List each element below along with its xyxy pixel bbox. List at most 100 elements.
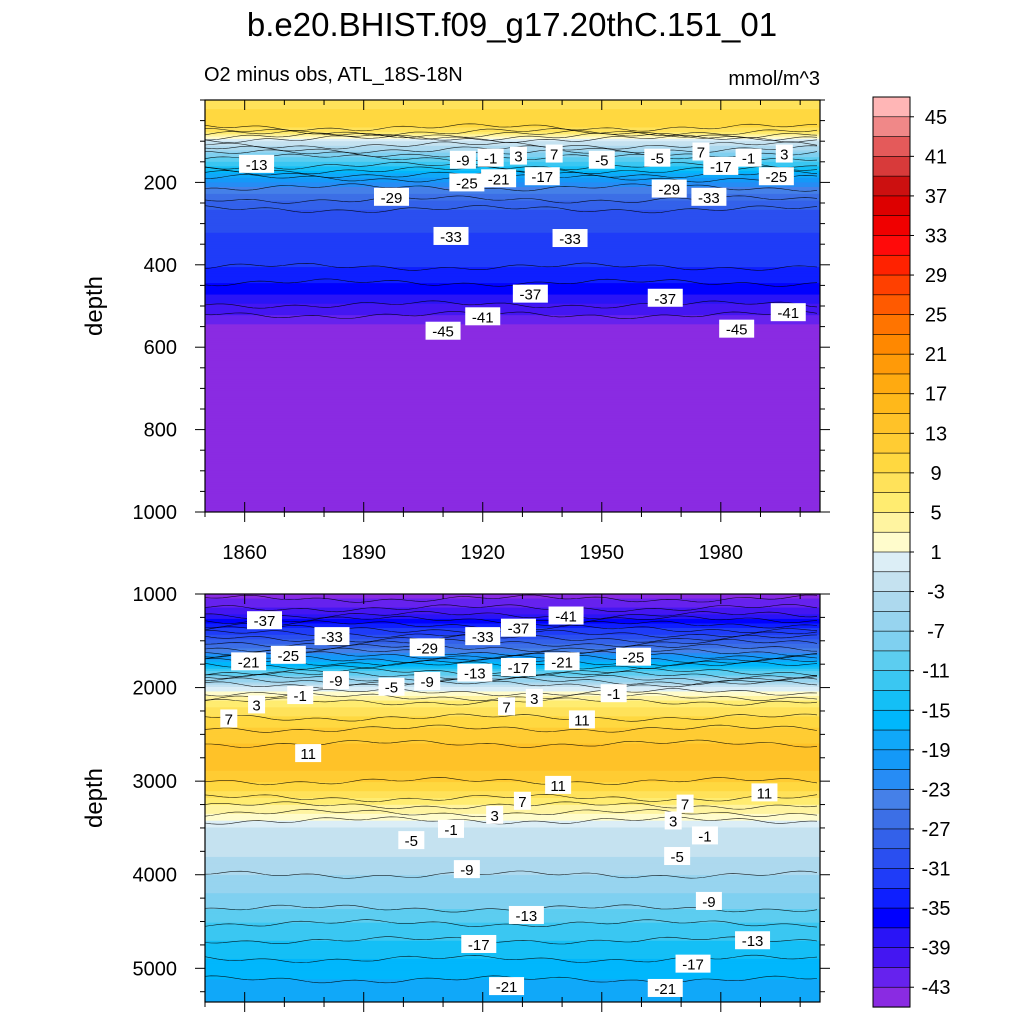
contour-band (205, 376, 820, 381)
contour-label-text: 3 (669, 813, 677, 830)
contour-band (205, 306, 820, 310)
colorbar-swatch (872, 452, 911, 474)
contour-label: 11 (295, 744, 322, 763)
colorbar-swatch (872, 531, 911, 553)
contour-label-text: 11 (574, 712, 590, 729)
contour-label-box (735, 148, 762, 167)
contour-label-box (735, 931, 771, 950)
contour-band (205, 684, 820, 688)
contour-band (205, 209, 820, 213)
contour-band (205, 136, 820, 140)
contour-label-box (770, 303, 806, 322)
colorbar-swatch (872, 749, 911, 771)
contour-band (205, 890, 820, 894)
contour-band (205, 116, 820, 120)
contour-band (205, 734, 820, 738)
contour-label-box (287, 686, 314, 705)
contour-label-text: -5 (670, 849, 683, 866)
contour-label-text: -37 (520, 287, 542, 304)
colorbar-swatch (872, 314, 911, 335)
contour-band (205, 786, 820, 790)
contour-label: 3 (486, 805, 504, 825)
contour-label: -5 (664, 847, 691, 866)
units-label: mmol/m^3 (728, 68, 820, 90)
contour-label-text: -9 (421, 674, 434, 691)
contour-band (205, 768, 820, 772)
colorbar-swatch (872, 136, 911, 157)
contour-band (205, 434, 820, 438)
contour-band (205, 804, 820, 808)
lower-panel: 1000 2000 3000 4000 5000 depth -37 -33 -33 -37 -41… (81, 584, 830, 1012)
contour-band (205, 650, 820, 654)
contour-line (205, 278, 818, 287)
contour-band (205, 852, 820, 856)
contour-label: -41 (465, 307, 501, 326)
contour-band (205, 720, 820, 724)
contour-band (205, 457, 820, 461)
contour-band (205, 491, 820, 495)
contour-label: 3 (248, 695, 266, 714)
colorbar-swatch (872, 96, 911, 118)
contour-band (205, 847, 820, 851)
contour-band (205, 900, 820, 904)
contour-label: -45 (425, 321, 461, 341)
contour-band (205, 947, 820, 951)
plot-frame (204, 593, 821, 1003)
contour-band (205, 949, 820, 953)
contour-band (205, 502, 820, 506)
contour-band (205, 509, 820, 512)
contour-band (205, 809, 820, 813)
colorbar-tick-label: 1 (930, 542, 941, 564)
contour-band (205, 934, 820, 938)
contour-band (205, 347, 820, 351)
contour-band (205, 484, 820, 488)
contour-band (205, 761, 820, 765)
contour-band (205, 637, 820, 641)
contour-label-box (524, 167, 560, 186)
contour-band (205, 677, 820, 681)
contour-band (205, 793, 820, 797)
contour-band (205, 646, 820, 650)
x-tick-label: 1950 (580, 542, 625, 564)
x-tick-label: 1860 (222, 542, 267, 564)
contour-label-box (378, 677, 405, 696)
contour-label-box (414, 672, 441, 691)
contour-band (205, 500, 820, 504)
contour-band (205, 205, 820, 209)
contour-band (205, 244, 820, 248)
colorbar-swatch (872, 373, 911, 395)
contour-band (205, 420, 820, 424)
contour-band (205, 134, 820, 138)
contour-band (205, 594, 820, 598)
contour-band (205, 475, 820, 479)
contour-label-text: -17 (468, 937, 490, 954)
contour-label-box (508, 905, 544, 924)
contour-band (205, 486, 820, 490)
contour-band (205, 239, 820, 243)
y-tick-label: 800 (144, 420, 177, 442)
contour-band (205, 228, 820, 232)
contour-band (205, 689, 820, 693)
contour-band (205, 441, 820, 445)
contour-band (205, 273, 820, 278)
contour-label-box (513, 791, 531, 810)
contour-band (205, 929, 820, 933)
colorbar-tick-label: 37 (925, 186, 947, 208)
contour-label-box (525, 688, 543, 707)
contour-band (205, 775, 820, 779)
colorbar-swatch (872, 907, 911, 929)
contour-line (205, 300, 818, 309)
contour-band (205, 872, 820, 876)
contour-band (205, 870, 820, 874)
contour-label-text: -9 (702, 894, 715, 911)
contour-band (205, 324, 820, 328)
contour-label-box (616, 647, 652, 666)
contour-label-box (398, 831, 425, 850)
contour-band (205, 283, 820, 287)
contour-band (205, 292, 820, 296)
contour-band (205, 757, 820, 761)
contour-label: -1 (477, 148, 504, 168)
contour-band (205, 968, 820, 972)
contour-band (205, 132, 820, 136)
contour-label: -25 (449, 173, 485, 192)
